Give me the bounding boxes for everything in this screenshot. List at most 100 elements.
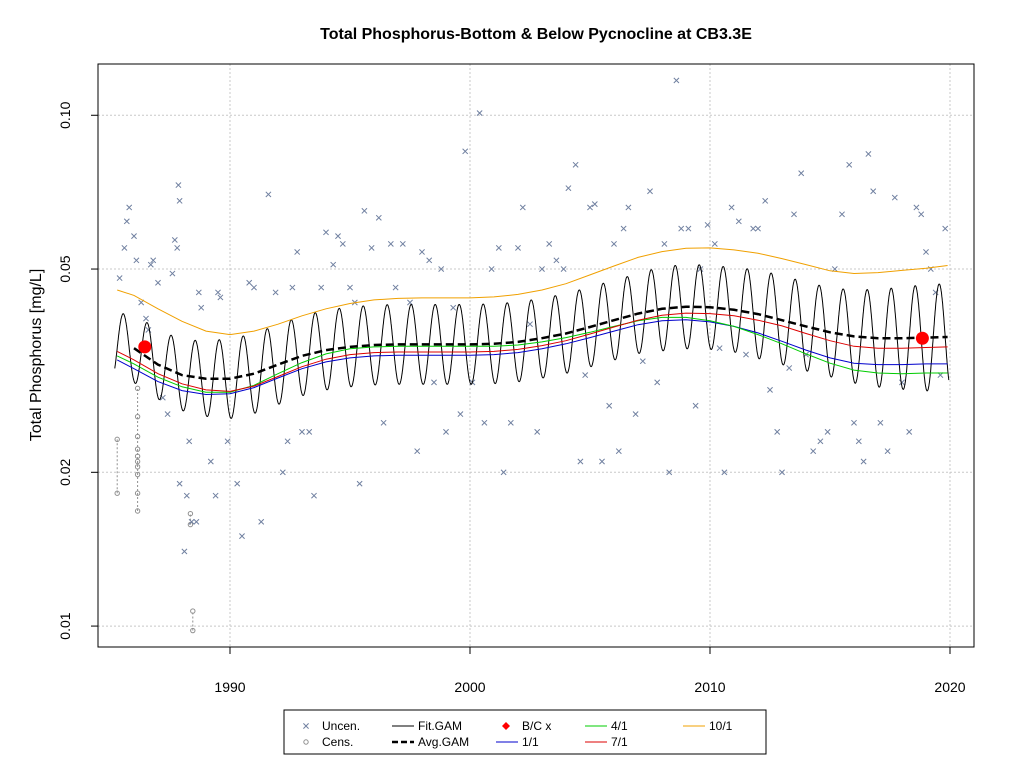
- censored-point: [114, 490, 120, 496]
- censored-point: [134, 464, 141, 470]
- uncensored-point: [692, 402, 699, 409]
- uncensored-point: [611, 240, 617, 247]
- uncensored-point: [546, 240, 553, 247]
- y-tick-label: 0.02: [57, 458, 73, 485]
- uncensored-point: [169, 270, 176, 277]
- uncensored-point: [762, 197, 769, 204]
- x-tick-label: 2010: [694, 679, 725, 695]
- uncensored-point: [356, 480, 363, 487]
- uncensored-point: [462, 148, 469, 155]
- uncensored-point: [426, 257, 433, 264]
- uncensored-point: [735, 218, 742, 225]
- uncensored-point: [392, 284, 399, 291]
- censored-point: [134, 458, 141, 465]
- uncensored-point: [431, 379, 437, 386]
- y-axis-label: Total Phosphorus [mg/L]: [28, 269, 45, 442]
- uncensored-point: [186, 438, 193, 445]
- uncensored-point: [817, 438, 824, 445]
- uncensored-point: [839, 211, 845, 218]
- series-1-1-line: [116, 319, 948, 396]
- censored-point: [134, 413, 141, 420]
- uncensored-point: [666, 469, 673, 476]
- legend-label-avg: Avg.GAM: [418, 735, 469, 749]
- plot-area: [114, 77, 950, 634]
- y-tick-label: 0.01: [57, 612, 73, 639]
- uncensored-point: [507, 419, 514, 426]
- y-tick-label: 0.05: [57, 255, 73, 282]
- uncensored-point: [572, 161, 579, 168]
- uncensored-point: [176, 480, 183, 487]
- uncensored-point: [942, 225, 949, 232]
- uncensored-point: [145, 326, 152, 333]
- uncensored-point: [591, 201, 598, 208]
- uncensored-point: [704, 221, 711, 228]
- y-axis: 0.01 0.02 0.05 0.10: [57, 101, 98, 640]
- uncensored-point: [164, 411, 171, 418]
- chart-title: Total Phosphorus-Bottom & Below Pycnocli…: [320, 26, 752, 43]
- uncensored-point: [323, 229, 329, 236]
- series-4-1-line: [116, 316, 948, 393]
- uncensored-point: [450, 304, 457, 311]
- uncensored-point: [755, 225, 761, 232]
- uncensored-point: [289, 284, 296, 291]
- x-tick-label: 2020: [934, 679, 965, 695]
- legend-bc-marker: [502, 722, 510, 730]
- legend-label-s101: 10/1: [709, 719, 733, 733]
- uncensored-point: [121, 244, 128, 251]
- legend-label-cens: Cens.: [322, 735, 353, 749]
- uncensored-point: [877, 419, 884, 426]
- censored-point: [134, 508, 141, 514]
- uncensored-point: [860, 458, 867, 465]
- legend-cens-marker: [303, 739, 309, 745]
- uncensored-point: [855, 438, 862, 445]
- uncensored-point: [534, 428, 541, 435]
- legend-label-s71: 7/1: [611, 735, 628, 749]
- uncensored-point: [577, 458, 584, 465]
- x-axis: 1990 2000 2010 2020: [214, 646, 966, 695]
- uncensored-point: [387, 240, 394, 247]
- uncensored-point: [899, 379, 905, 386]
- uncensored-point: [685, 225, 692, 232]
- uncensored-point: [198, 304, 205, 311]
- uncensored-point: [150, 257, 157, 264]
- uncensored-point: [476, 110, 483, 117]
- uncensored-point: [767, 386, 773, 393]
- uncensored-point: [279, 469, 286, 476]
- uncensored-point: [414, 448, 421, 455]
- uncensored-point: [251, 284, 257, 291]
- bc-point: [138, 340, 152, 354]
- uncensored-point: [299, 428, 305, 435]
- uncensored-point: [368, 244, 375, 251]
- uncensored-point: [126, 204, 133, 211]
- uncensored-point: [587, 204, 593, 211]
- uncensored-point: [906, 428, 913, 435]
- legend-label-s11: 1/1: [522, 735, 539, 749]
- legend-uncen-marker: [303, 723, 309, 729]
- uncensored-point: [147, 261, 154, 268]
- censored-point: [134, 385, 141, 392]
- legend-label-bc: B/C x: [522, 719, 551, 733]
- uncensored-point: [582, 372, 589, 379]
- uncensored-point: [224, 438, 231, 445]
- uncensored-point: [143, 315, 149, 322]
- uncensored-point: [870, 188, 877, 195]
- uncensored-point: [678, 225, 685, 232]
- uncensored-point: [913, 204, 920, 211]
- uncensored-point: [661, 240, 668, 247]
- y-tick-label: 0.10: [57, 101, 73, 128]
- uncensored-point: [234, 480, 241, 487]
- grid-lines: [98, 64, 974, 647]
- uncensored-point: [798, 170, 805, 177]
- uncensored-point: [599, 458, 605, 465]
- uncensored-point: [123, 218, 130, 225]
- uncensored-point: [443, 428, 449, 435]
- uncensored-point: [495, 244, 502, 251]
- uncensored-point: [515, 244, 521, 251]
- legend-label-fit: Fit.GAM: [418, 719, 462, 733]
- uncensored-point: [553, 257, 560, 264]
- uncensored-point: [207, 458, 214, 465]
- uncensored-point: [246, 279, 253, 286]
- uncensored-point: [639, 358, 646, 365]
- uncensored-point: [176, 197, 183, 204]
